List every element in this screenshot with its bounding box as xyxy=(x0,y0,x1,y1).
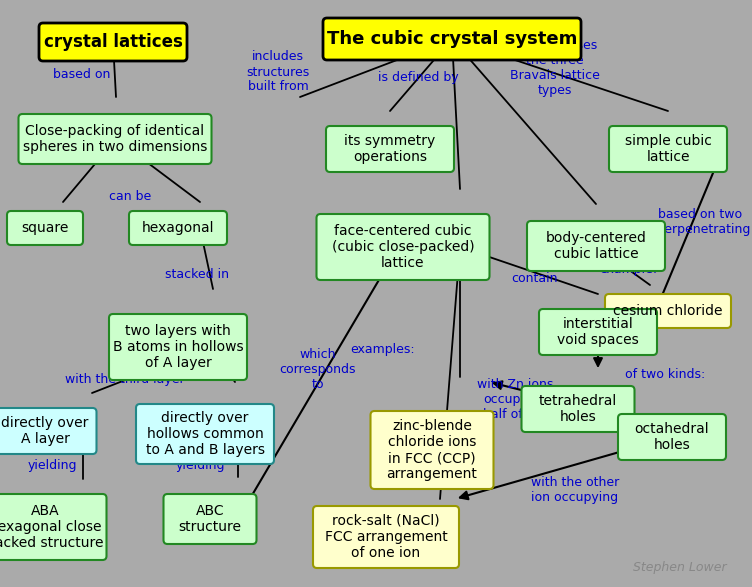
Text: which
corresponds
to: which corresponds to xyxy=(280,349,356,392)
FancyBboxPatch shape xyxy=(618,414,726,460)
Text: square: square xyxy=(21,221,68,235)
Text: ABA
hexagonal close
packed structure: ABA hexagonal close packed structure xyxy=(0,504,104,550)
Text: body-centered
cubic lattice: body-centered cubic lattice xyxy=(545,231,647,261)
Text: simple cubic
lattice: simple cubic lattice xyxy=(625,134,711,164)
Text: yielding: yielding xyxy=(27,458,77,471)
Text: with the third layer: with the third layer xyxy=(65,373,185,386)
FancyBboxPatch shape xyxy=(605,294,731,328)
FancyBboxPatch shape xyxy=(539,309,657,355)
Text: includes
structures
built from: includes structures built from xyxy=(247,50,310,93)
Text: with the other
ion occupying: with the other ion occupying xyxy=(531,476,619,504)
Text: interstitial
void spaces: interstitial void spaces xyxy=(557,317,639,347)
FancyBboxPatch shape xyxy=(39,23,187,61)
Text: yielding: yielding xyxy=(175,458,225,471)
Text: two layers with
B atoms in hollows
of A layer: two layers with B atoms in hollows of A … xyxy=(113,324,244,370)
Text: its symmetry
operations: its symmetry operations xyxy=(344,134,435,164)
Text: contain: contain xyxy=(512,272,558,285)
FancyBboxPatch shape xyxy=(326,126,454,172)
Text: cesium chloride: cesium chloride xyxy=(613,304,723,318)
Text: crystal lattices: crystal lattices xyxy=(44,33,183,51)
FancyBboxPatch shape xyxy=(0,408,96,454)
FancyBboxPatch shape xyxy=(609,126,727,172)
Text: can be: can be xyxy=(109,190,151,203)
Text: tetrahedral
holes: tetrahedral holes xyxy=(539,394,617,424)
Text: Close-packing of identical
spheres in two dimensions: Close-packing of identical spheres in tw… xyxy=(23,124,208,154)
Text: face-centered cubic
(cubic close-packed)
lattice: face-centered cubic (cubic close-packed)… xyxy=(332,224,475,270)
Text: directly over
hollows common
to A and B layers: directly over hollows common to A and B … xyxy=(145,411,265,457)
Text: encompasses
the three
Bravais lattice
types: encompasses the three Bravais lattice ty… xyxy=(510,39,600,97)
FancyBboxPatch shape xyxy=(129,211,227,245)
Text: examples:: examples: xyxy=(350,343,415,356)
Text: rock-salt (NaCl)
FCC arrangement
of one ion: rock-salt (NaCl) FCC arrangement of one … xyxy=(325,514,447,560)
FancyBboxPatch shape xyxy=(109,314,247,380)
FancyBboxPatch shape xyxy=(313,506,459,568)
FancyBboxPatch shape xyxy=(521,386,635,432)
Text: of two kinds:: of two kinds: xyxy=(625,369,705,382)
Text: ABC
structure: ABC structure xyxy=(178,504,241,534)
Text: octahedral
holes: octahedral holes xyxy=(635,422,709,452)
FancyBboxPatch shape xyxy=(371,411,493,489)
FancyBboxPatch shape xyxy=(317,214,490,280)
Text: The cubic crystal system: The cubic crystal system xyxy=(327,30,578,48)
Text: hexagonal: hexagonal xyxy=(141,221,214,235)
Text: based on: based on xyxy=(53,69,111,82)
FancyBboxPatch shape xyxy=(19,114,211,164)
FancyBboxPatch shape xyxy=(0,494,107,560)
Text: directly over
A layer: directly over A layer xyxy=(2,416,89,446)
FancyBboxPatch shape xyxy=(7,211,83,245)
Text: with Zn ions
occupying
half of the: with Zn ions occupying half of the xyxy=(477,379,553,421)
FancyBboxPatch shape xyxy=(323,18,581,60)
Text: example:: example: xyxy=(599,264,657,276)
FancyBboxPatch shape xyxy=(163,494,256,544)
Text: zinc-blende
chloride ions
in FCC (CCP)
arrangement: zinc-blende chloride ions in FCC (CCP) a… xyxy=(387,419,478,481)
Text: Stephen Lower: Stephen Lower xyxy=(633,562,727,575)
Text: stacked in: stacked in xyxy=(165,268,229,282)
FancyBboxPatch shape xyxy=(527,221,665,271)
Text: based on two
interpenetrating: based on two interpenetrating xyxy=(649,208,751,236)
Text: is defined by: is defined by xyxy=(378,70,458,83)
FancyBboxPatch shape xyxy=(136,404,274,464)
